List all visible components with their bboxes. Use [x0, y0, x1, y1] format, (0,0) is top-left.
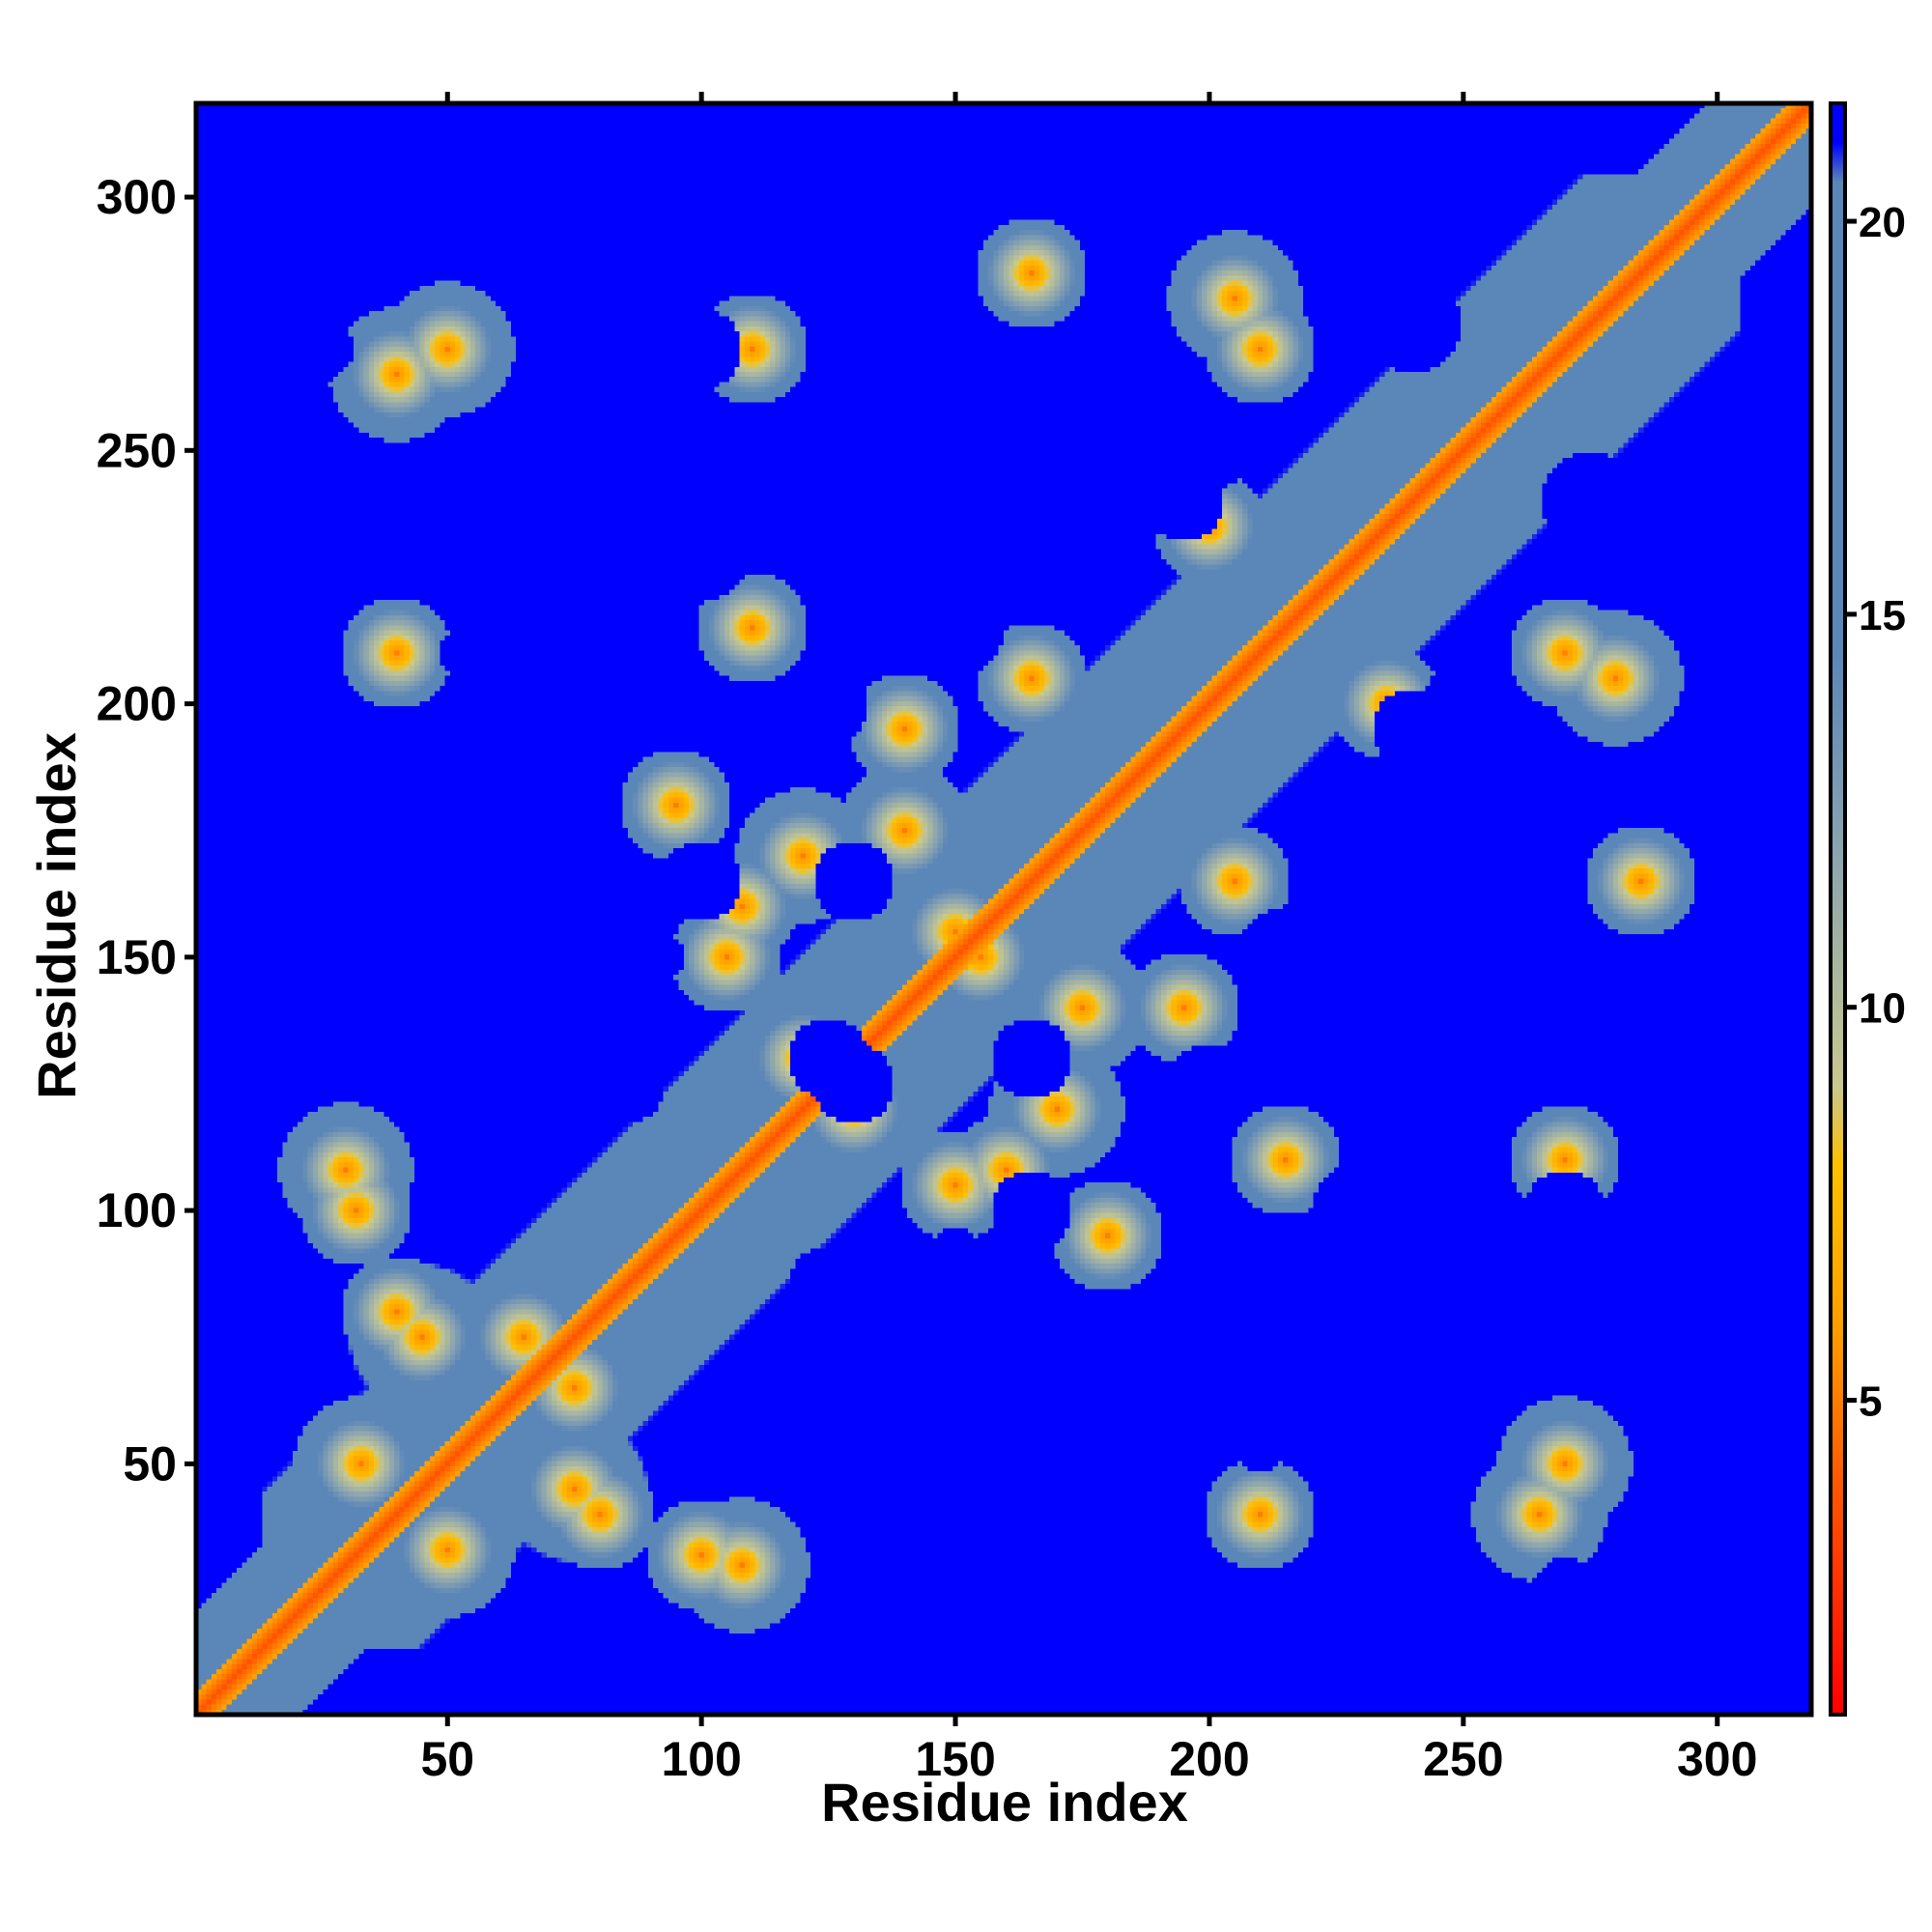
y-tick-label: 100 [97, 1183, 177, 1237]
x-axis-title: Residue index [821, 1772, 1188, 1833]
colorbar: 5 10 15 20 [1829, 101, 1906, 1717]
y-tick-label: 150 [97, 930, 177, 984]
x-tick-label: 250 [1423, 1732, 1503, 1786]
colorbar-tick-label: 15 [1859, 592, 1906, 639]
y-tick-label: 200 [97, 677, 177, 731]
y-tick-label: 50 [123, 1436, 177, 1491]
x-tick-label: 150 [915, 1732, 995, 1786]
heatmap-layer [196, 103, 1811, 1715]
x-tick-label: 300 [1677, 1732, 1757, 1786]
colorbar-tick-label: 5 [1859, 1378, 1882, 1426]
x-tick-label: 200 [1169, 1732, 1249, 1786]
y-axis: 50 100 150 200 250 300 [97, 170, 196, 1491]
x-tick-label: 50 [420, 1732, 474, 1786]
colorbar-tick-label: 20 [1859, 199, 1906, 246]
y-tick-label: 250 [97, 423, 177, 477]
y-tick-label: 300 [97, 170, 177, 224]
x-axis: 50 100 150 200 250 300 [420, 92, 1757, 1786]
colorbar-gradient [1829, 101, 1847, 1717]
heatmap-cells [196, 103, 1811, 1715]
plot-frame [193, 100, 1814, 1718]
x-tick-label: 100 [661, 1732, 741, 1786]
y-axis-title: Residue index [26, 732, 87, 1099]
colorbar-tick-label: 10 [1859, 985, 1906, 1033]
